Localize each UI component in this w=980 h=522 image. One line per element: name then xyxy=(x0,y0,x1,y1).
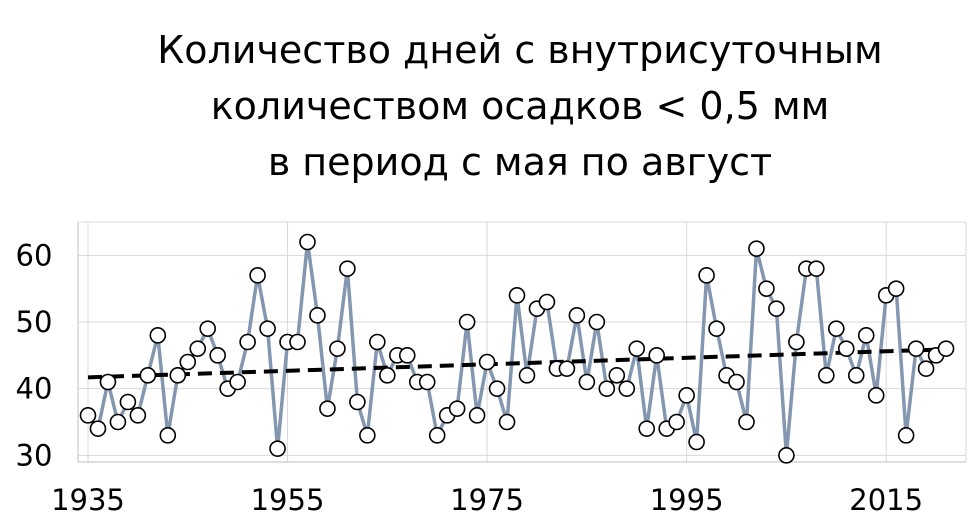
x-tick-label-2015: 2015 xyxy=(849,483,923,517)
data-point-1991 xyxy=(638,420,656,437)
data-point-1939 xyxy=(119,393,137,411)
x-tick-label-1975: 1975 xyxy=(450,483,524,517)
data-point-1992 xyxy=(648,347,665,364)
data-point-1979 xyxy=(518,367,536,384)
data-point-1941 xyxy=(139,367,157,384)
data-point-1964 xyxy=(369,333,386,351)
data-point-1969 xyxy=(418,373,436,391)
data-point-1996 xyxy=(688,433,705,451)
data-point-1987 xyxy=(598,380,616,397)
data-point-2019 xyxy=(917,360,935,377)
data-point-1975 xyxy=(478,353,496,371)
chart-title: Количество дней с внутрисуточным количес… xyxy=(0,22,980,190)
chart-title-line-3: в период с мая по август xyxy=(267,140,773,184)
data-point-1954 xyxy=(269,440,286,457)
data-point-1997 xyxy=(698,267,715,284)
data-point-2012 xyxy=(847,367,865,384)
data-point-1973 xyxy=(458,313,476,331)
data-point-1935 xyxy=(79,407,97,424)
data-point-1956 xyxy=(289,333,306,351)
data-point-1998 xyxy=(708,320,725,337)
data-point-2002 xyxy=(748,240,765,257)
data-point-1977 xyxy=(498,413,516,431)
data-point-1959 xyxy=(319,400,336,417)
data-point-1938 xyxy=(109,413,127,431)
chart-title-line-2: количеством осадков < 0,5 мм xyxy=(210,84,830,128)
data-point-1947 xyxy=(199,320,217,337)
data-point-1948 xyxy=(209,347,226,364)
data-point-1960 xyxy=(329,340,346,357)
data-point-1976 xyxy=(488,380,506,397)
data-point-2021 xyxy=(937,340,955,357)
data-point-2005 xyxy=(778,447,795,464)
tick-labels: 30 40 50 60 1935 1955 1975 1995 2015 xyxy=(16,238,924,517)
x-tick-label-1935: 1935 xyxy=(51,483,125,517)
x-tick-label-1955: 1955 xyxy=(251,483,325,517)
data-point-2011 xyxy=(837,340,855,357)
data-point-2006 xyxy=(788,333,805,351)
data-point-1983 xyxy=(558,360,576,377)
data-point-1994 xyxy=(668,413,685,431)
data-point-1974 xyxy=(468,407,486,424)
data-point-1937 xyxy=(99,373,117,391)
data-point-2017 xyxy=(897,427,915,444)
data-point-2000 xyxy=(728,373,745,391)
data-point-2009 xyxy=(818,367,835,384)
data-point-2001 xyxy=(738,413,755,431)
data-point-1944 xyxy=(169,367,187,384)
data-point-1990 xyxy=(628,340,646,357)
data-point-1943 xyxy=(159,427,177,444)
data-point-2018 xyxy=(907,340,925,357)
data-point-1952 xyxy=(249,267,266,284)
chart-title-line-1: Количество дней с внутрисуточным xyxy=(157,28,883,72)
axes xyxy=(77,222,966,463)
data-point-2013 xyxy=(857,327,875,344)
data-points xyxy=(79,233,955,464)
trend-line-group xyxy=(87,347,947,380)
data-point-1970 xyxy=(428,427,446,444)
data-point-1963 xyxy=(359,427,376,444)
data-point-1953 xyxy=(259,320,276,337)
data-point-1988 xyxy=(608,367,626,384)
data-point-1981 xyxy=(538,293,556,311)
data-point-2016 xyxy=(887,280,905,297)
y-tick-label-30: 30 xyxy=(16,438,53,472)
data-point-2003 xyxy=(758,280,775,297)
data-point-2004 xyxy=(768,300,785,317)
data-point-2008 xyxy=(808,260,825,277)
data-point-1972 xyxy=(448,400,466,417)
data-point-1962 xyxy=(349,393,366,411)
y-tick-label-60: 60 xyxy=(16,238,53,272)
data-point-2014 xyxy=(867,387,885,404)
data-point-1940 xyxy=(129,407,147,424)
data-point-2010 xyxy=(827,320,845,337)
data-point-1989 xyxy=(618,380,636,397)
data-point-1967 xyxy=(398,347,416,364)
data-point-1936 xyxy=(89,420,107,437)
data-point-1946 xyxy=(189,340,207,357)
data-point-1945 xyxy=(179,353,197,371)
data-point-1995 xyxy=(678,387,695,404)
data-point-1961 xyxy=(339,260,356,277)
y-tick-label-50: 50 xyxy=(16,305,53,339)
data-point-1950 xyxy=(229,373,246,391)
x-tick-label-1995: 1995 xyxy=(650,483,724,517)
data-point-1951 xyxy=(239,333,256,351)
data-point-1986 xyxy=(588,313,606,331)
data-point-1942 xyxy=(149,327,167,344)
data-point-1978 xyxy=(508,287,526,304)
data-point-1957 xyxy=(299,233,316,251)
data-point-1984 xyxy=(568,307,586,324)
y-tick-label-40: 40 xyxy=(16,372,53,406)
data-point-1985 xyxy=(578,373,596,391)
data-point-1958 xyxy=(309,307,326,324)
trend-line xyxy=(87,347,947,380)
data-point-1965 xyxy=(379,367,396,384)
